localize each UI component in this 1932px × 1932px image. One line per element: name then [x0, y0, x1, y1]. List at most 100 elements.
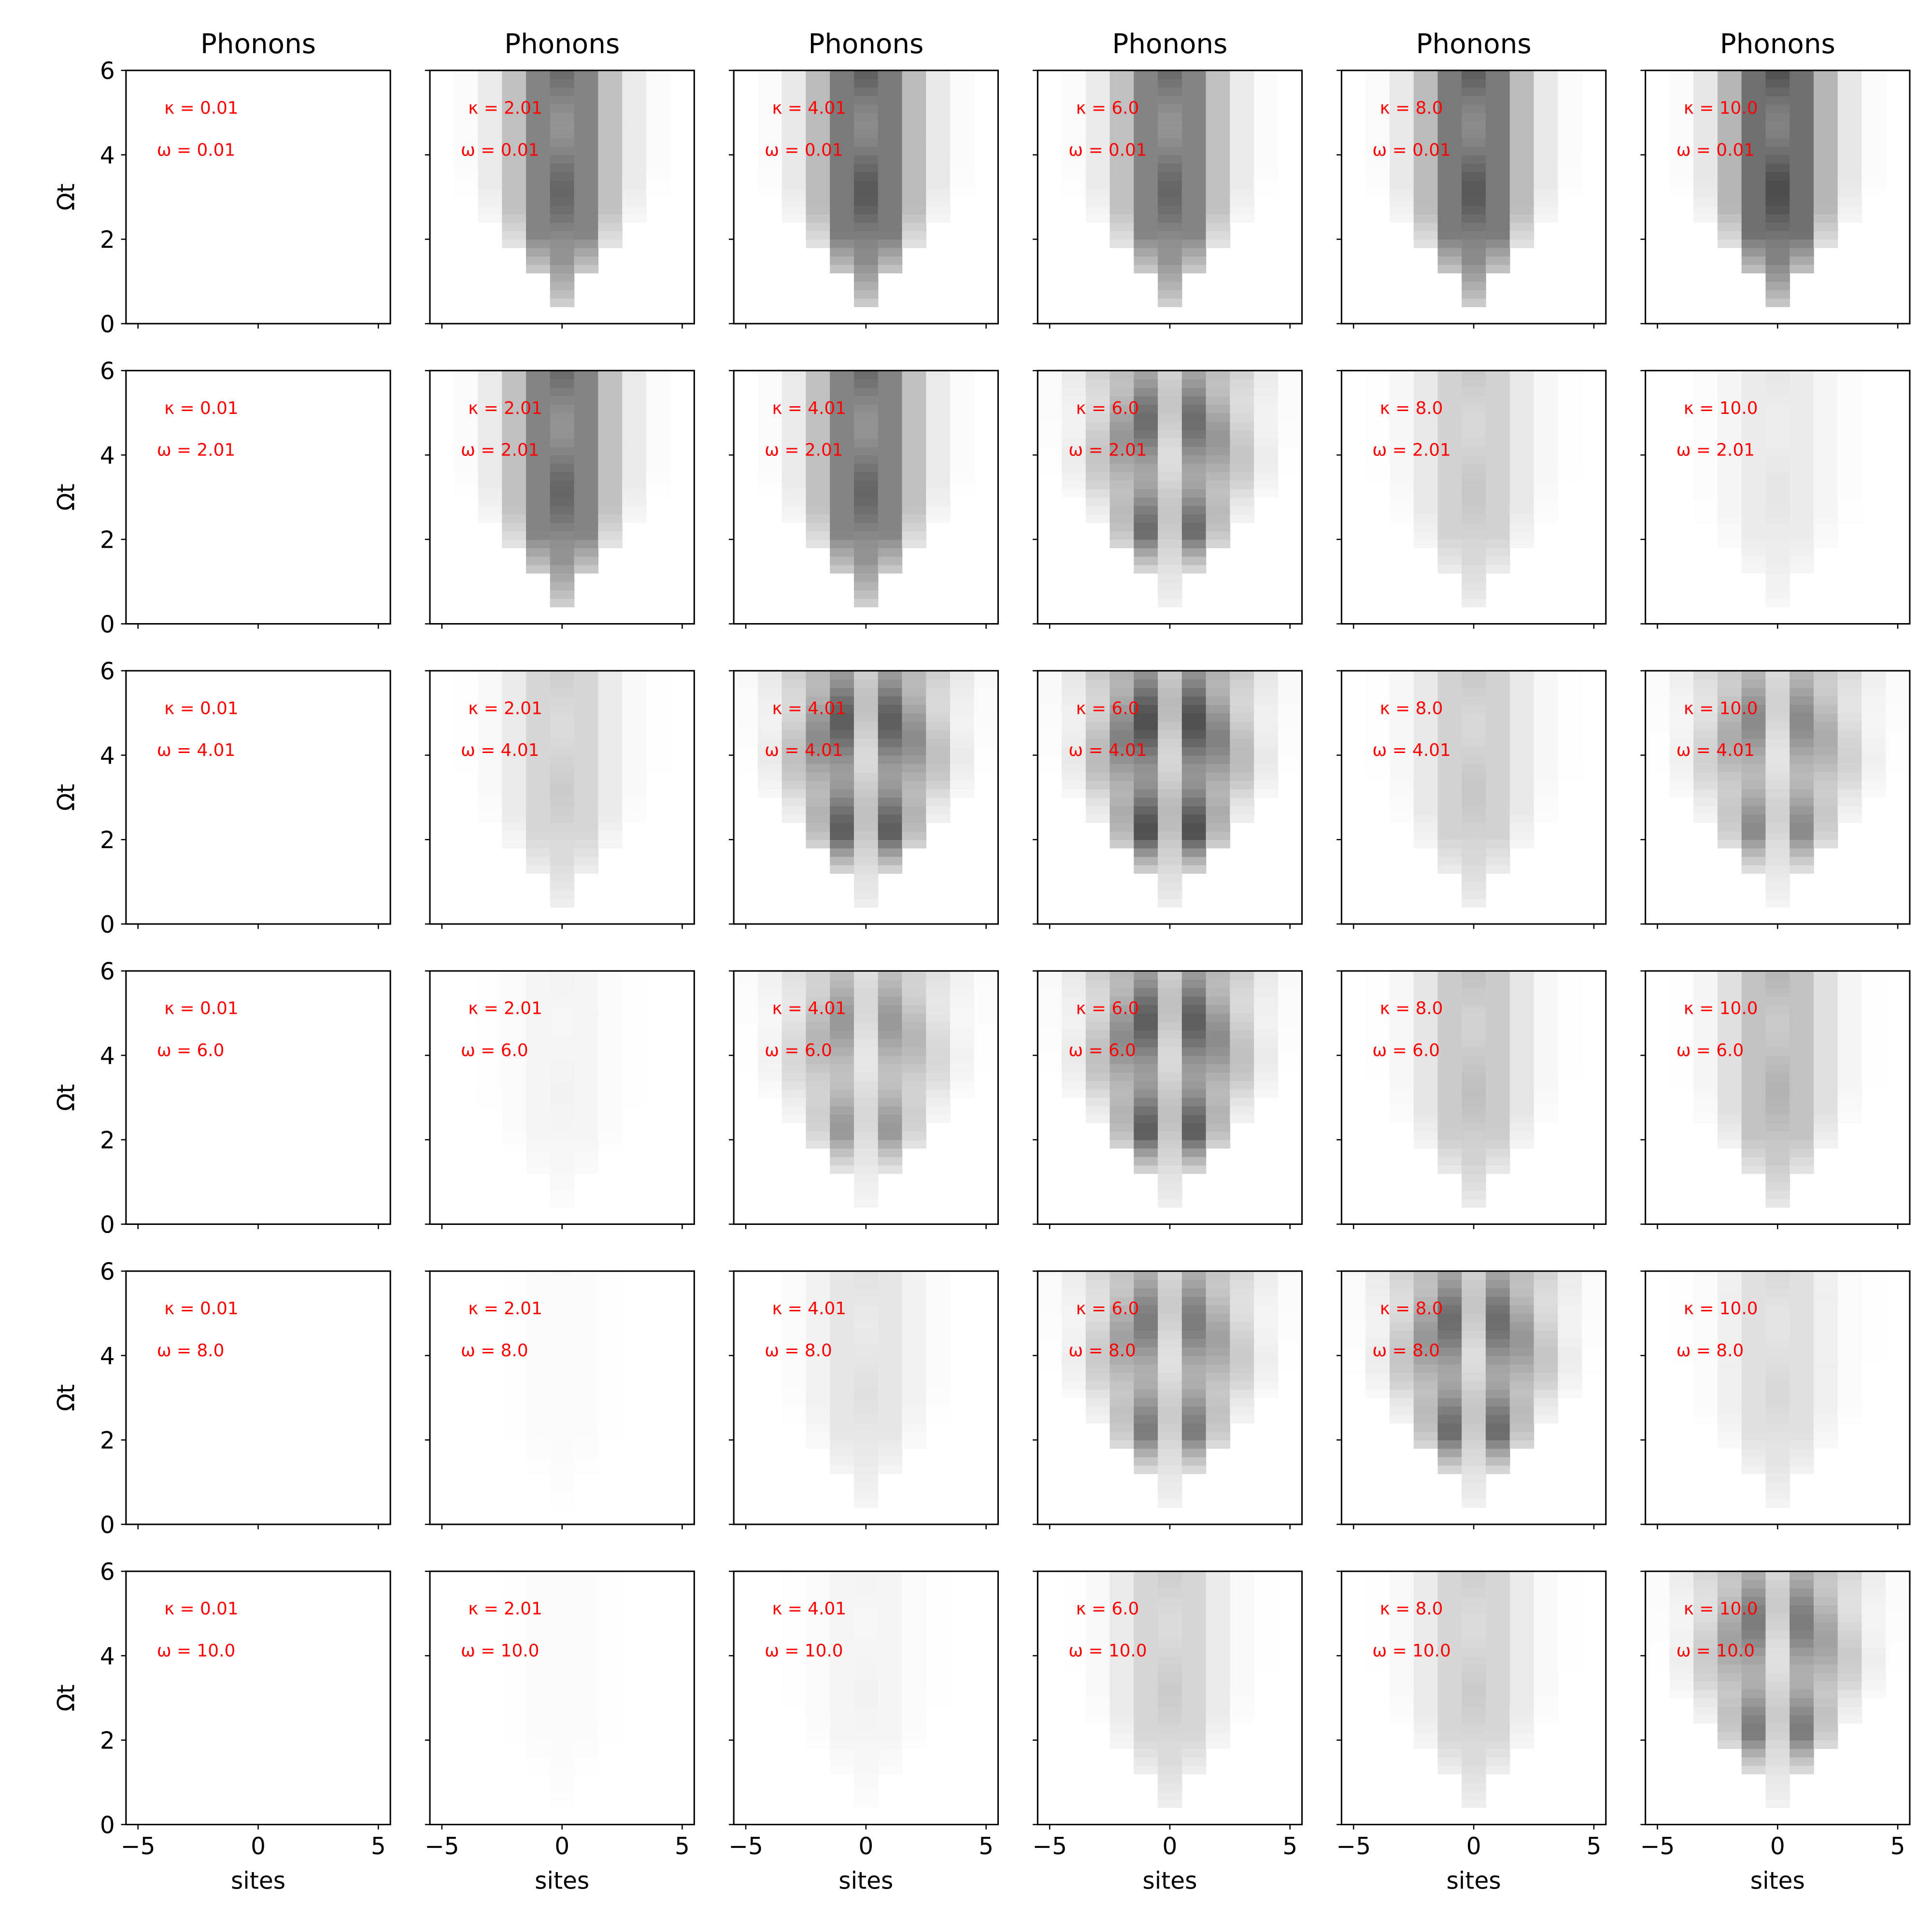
heatmap-cell	[1669, 113, 1694, 122]
heatmap-cell	[1693, 488, 1718, 498]
heatmap-cell	[1134, 514, 1158, 523]
heatmap-cell	[734, 1038, 758, 1048]
heatmap-cell	[550, 1380, 575, 1390]
heatmap-cell	[1741, 1423, 1766, 1432]
heatmap-cell	[1462, 404, 1486, 413]
heatmap-cell	[1158, 598, 1182, 608]
heatmap-cell	[1365, 1305, 1390, 1314]
heatmap-cell	[1669, 755, 1694, 764]
heatmap-cell	[1813, 1431, 1838, 1440]
heatmap-cell	[1813, 104, 1838, 113]
heatmap-cell	[1158, 438, 1182, 447]
heatmap-cell	[1790, 1330, 1814, 1339]
heatmap-cell	[1509, 87, 1534, 96]
heatmap-cell	[1558, 471, 1582, 481]
heatmap-cell	[1254, 188, 1279, 198]
heatmap-cell	[1134, 1030, 1158, 1039]
heatmap-cell	[1437, 1055, 1463, 1065]
heatmap-cell	[1109, 1038, 1135, 1048]
heatmap-cell	[1062, 455, 1086, 464]
heatmap-cell	[1765, 1440, 1790, 1449]
x-tick-label: 0	[251, 1833, 266, 1860]
heatmap-cell	[1134, 505, 1158, 515]
heatmap-cell	[1813, 1114, 1838, 1123]
heatmap-cell	[806, 1313, 830, 1322]
heatmap-cell	[757, 996, 782, 1005]
heatmap-cell	[1134, 1156, 1158, 1165]
heatmap-cell	[1437, 455, 1463, 464]
heatmap-cell	[1365, 412, 1390, 422]
panel-r4-c2: κ = 4.01ω = 8.0	[728, 1270, 999, 1530]
heatmap-cell	[1717, 197, 1742, 206]
heatmap-cell	[1134, 1106, 1158, 1115]
heatmap-cell	[1109, 1013, 1135, 1022]
heatmap-cell	[878, 1131, 903, 1140]
heatmap-cell	[1741, 1414, 1766, 1424]
heatmap-cell	[1181, 471, 1207, 481]
heatmap-cell	[1717, 1338, 1742, 1348]
heatmap-cell	[1254, 1288, 1279, 1297]
heatmap-cell	[1413, 379, 1438, 388]
heatmap-cell	[1534, 396, 1559, 405]
heatmap-cell	[806, 1047, 830, 1056]
heatmap-cell	[878, 696, 903, 705]
heatmap-cell	[830, 514, 854, 523]
heatmap-cell	[878, 197, 903, 206]
heatmap-cell	[1158, 222, 1182, 231]
heatmap-cell	[1790, 1431, 1814, 1440]
heatmap-cell	[1813, 1055, 1838, 1065]
heatmap-cell	[1717, 1321, 1742, 1331]
heatmap-cell	[1254, 70, 1279, 80]
heatmap-cell	[853, 747, 879, 756]
heatmap-cell	[454, 396, 479, 405]
heatmap-cell	[1181, 1148, 1207, 1157]
heatmap-cell	[950, 404, 975, 413]
heatmap-cell	[1413, 1106, 1438, 1115]
heatmap-cell	[1861, 1013, 1886, 1022]
heatmap-cell	[926, 1296, 951, 1306]
heatmap-cell	[1534, 1271, 1559, 1280]
heatmap-cell	[950, 396, 975, 405]
heatmap-cell	[1790, 1288, 1814, 1297]
heatmap-cell	[1158, 721, 1182, 730]
heatmap-cell	[853, 598, 879, 608]
heatmap-cell	[1109, 222, 1135, 231]
heatmap-cell	[598, 1372, 623, 1381]
heatmap-cell	[902, 713, 926, 722]
heatmap-cell	[853, 1431, 879, 1440]
heatmap-cell	[1558, 670, 1582, 680]
omega-annotation: ω = 6.0	[1068, 1041, 1136, 1061]
omega-annotation: ω = 2.01	[157, 440, 235, 460]
heatmap-cell	[598, 488, 623, 498]
heatmap-cell	[1109, 814, 1135, 824]
heatmap-cell	[1790, 514, 1814, 523]
heatmap-cell	[574, 1355, 599, 1364]
heatmap-cell	[502, 721, 526, 730]
heatmap-cell	[550, 197, 575, 206]
heatmap-cell	[950, 96, 975, 105]
heatmap-cell	[1693, 463, 1718, 472]
heatmap-cell	[1109, 1389, 1135, 1398]
heatmap-cell	[1669, 96, 1694, 105]
heatmap-cell	[598, 146, 623, 156]
heatmap-cell	[1765, 1423, 1790, 1432]
heatmap-cell	[526, 446, 551, 455]
heatmap-cell	[1062, 1313, 1086, 1322]
heatmap-cell	[1837, 421, 1862, 430]
heatmap-cell	[1765, 1271, 1790, 1280]
heatmap-cell	[598, 471, 623, 481]
heatmap-cell	[926, 404, 951, 413]
heatmap-cell	[1062, 471, 1086, 481]
heatmap-cell	[1462, 687, 1486, 696]
heatmap-cell	[1462, 273, 1486, 282]
heatmap-cell	[757, 1005, 782, 1014]
heatmap-cell	[757, 704, 782, 713]
heatmap-cell	[1509, 505, 1534, 515]
heatmap-cell	[1037, 713, 1062, 722]
heatmap-cell	[478, 471, 503, 481]
heatmap-cell	[478, 379, 503, 388]
heatmap-cell	[526, 1465, 551, 1474]
heatmap-cell	[1558, 171, 1582, 181]
heatmap-cell	[1462, 1397, 1486, 1407]
heatmap-cell	[1437, 1047, 1463, 1056]
